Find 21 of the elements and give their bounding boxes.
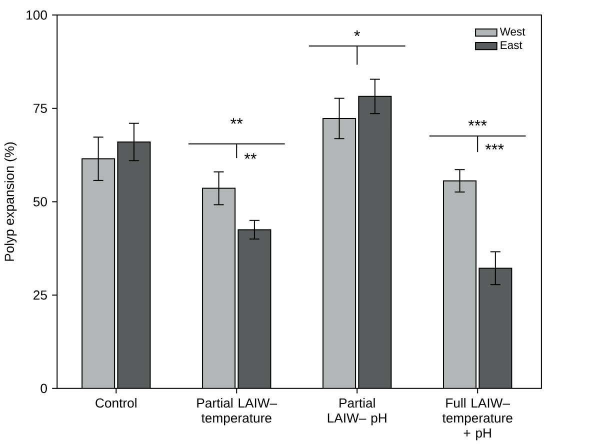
annotation: ** xyxy=(244,153,257,160)
annotation: *** xyxy=(468,120,487,126)
x-tick-label: Partial LAIW– temperature xyxy=(197,398,278,426)
y-tick-label: 75 xyxy=(34,104,47,114)
bar xyxy=(202,188,236,389)
x-tick-label: Control xyxy=(96,398,136,408)
y-tick-label: 50 xyxy=(33,197,47,206)
legend-label: East xyxy=(500,41,522,50)
annotation: ** xyxy=(230,118,243,124)
y-tick-label: 25 xyxy=(34,290,47,300)
x-tick-label: Full LAIW– temperature + pH xyxy=(442,398,512,440)
x-tick-label: Partial LAIW– pH xyxy=(328,398,386,426)
legend-label: West xyxy=(500,28,526,36)
bar xyxy=(322,118,356,389)
annotation: *** xyxy=(485,144,504,150)
bar xyxy=(442,180,477,389)
y-tick-label: 100 xyxy=(26,10,47,20)
y-axis-title: Polyp expansion (%) xyxy=(4,142,17,261)
y-tick-label: 0 xyxy=(40,384,47,394)
bar xyxy=(82,158,116,389)
annotation: * xyxy=(354,30,360,36)
